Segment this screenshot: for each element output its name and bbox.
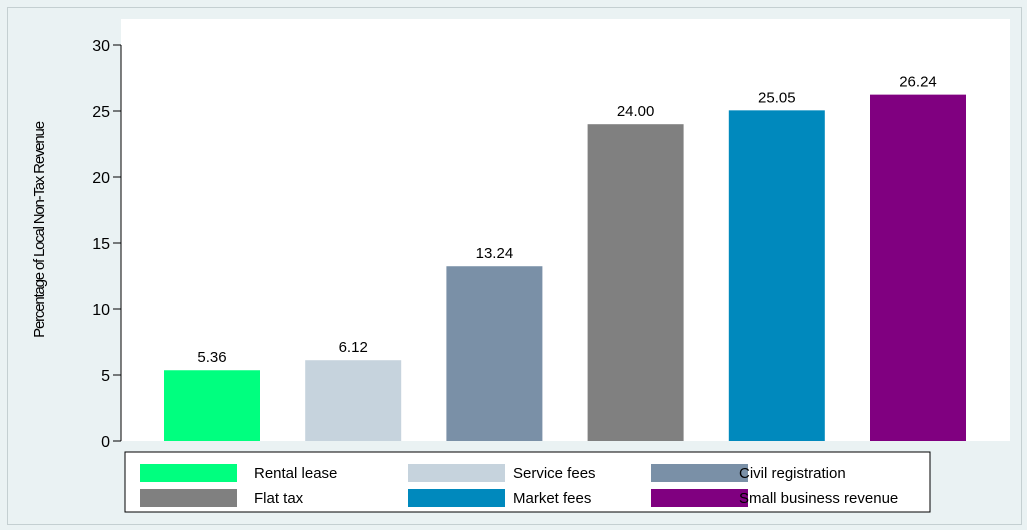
chart-frame: 0 5 10 15 20 25 30 Percentage of Local Non-Tax…: [7, 7, 1022, 525]
legend-swatch-1: [140, 464, 237, 482]
value-label-5: 25.05: [758, 89, 796, 106]
legend: Rental lease Service fees Civil registrati…: [140, 464, 898, 507]
legend-swatch-3: [651, 464, 748, 482]
y-tick-label: 25: [92, 104, 110, 121]
bar-chart: 0 5 10 15 20 25 30 Percentage of Local Non-Tax…: [31, 19, 1010, 513]
legend-box: [124, 451, 931, 513]
bar-2: [305, 360, 402, 441]
bars: [164, 94, 966, 441]
legend-swatch-5: [408, 489, 505, 507]
value-label-3: 13.24: [476, 245, 514, 262]
value-labels: 5.36 6.12 13.24 24.00 25.05 26.24: [197, 74, 936, 367]
y-tick-label: 30: [92, 38, 110, 55]
legend-swatch-4: [140, 489, 237, 507]
value-label-1: 5.36: [197, 349, 226, 366]
legend-label-1: Rental lease: [254, 465, 337, 482]
legend-label-2: Service fees: [513, 465, 596, 482]
value-label-2: 6.12: [339, 339, 368, 356]
y-tick-label: 15: [92, 236, 110, 253]
value-label-6: 26.24: [899, 74, 937, 91]
legend-label-6: Small business revenue: [739, 490, 898, 507]
y-tick-label: 20: [92, 170, 110, 187]
y-tick-label: 10: [92, 302, 110, 319]
bar-6: [870, 94, 966, 441]
bar-5: [728, 110, 825, 441]
bar-4: [587, 124, 684, 441]
value-label-4: 24.00: [617, 103, 655, 120]
y-axis-label: Percentage of Local Non-Tax Revenue: [31, 121, 48, 338]
legend-swatch-6: [651, 489, 748, 507]
bar-3: [446, 266, 543, 441]
y-tick-label: 5: [101, 368, 110, 385]
legend-label-3: Civil registration: [739, 465, 846, 482]
legend-swatch-2: [408, 464, 505, 482]
y-tick-label: 0: [101, 434, 110, 451]
legend-label-5: Market fees: [513, 490, 591, 507]
bar-1: [164, 370, 260, 441]
plot-area: [121, 19, 1010, 441]
legend-label-4: Flat tax: [254, 490, 304, 507]
y-axis: 0 5 10 15 20 25 30: [92, 38, 122, 451]
